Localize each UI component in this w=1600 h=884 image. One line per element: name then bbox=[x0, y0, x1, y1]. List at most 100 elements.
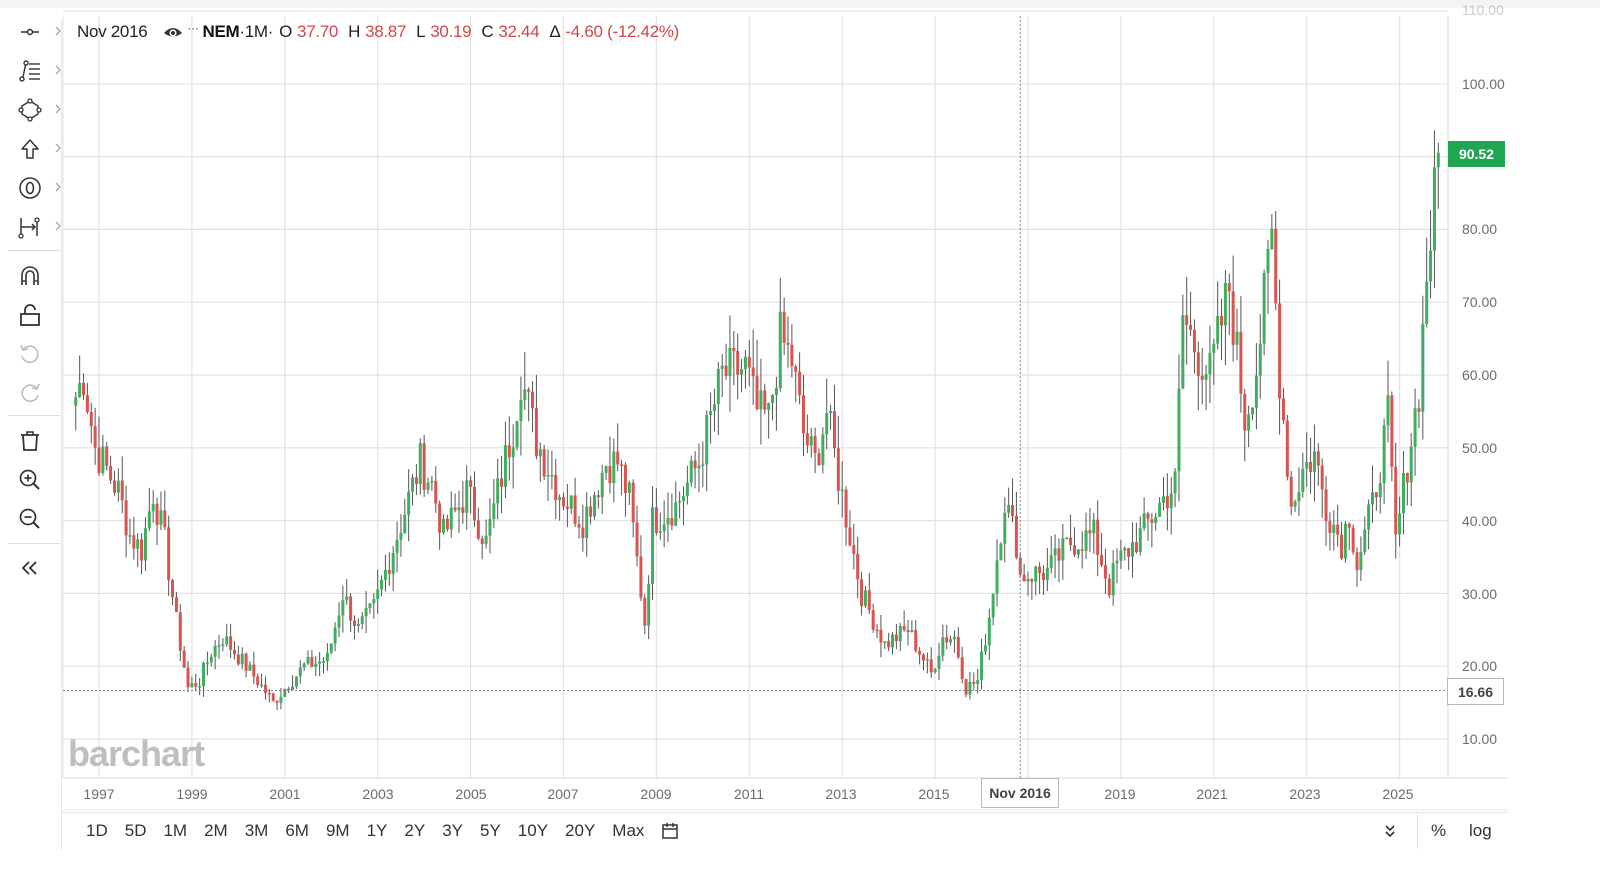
x-tick-label: 2011 bbox=[733, 786, 765, 802]
annotation-tool-button[interactable] bbox=[18, 173, 61, 203]
fib-tool-icon bbox=[19, 60, 40, 82]
period-1y-button[interactable]: 1Y bbox=[366, 821, 388, 840]
period-2y-button[interactable]: 2Y bbox=[404, 821, 426, 840]
y-tick-label: 50.00 bbox=[1462, 440, 1498, 456]
drawing-toolbar bbox=[0, 12, 62, 852]
annotation-circle-icon bbox=[19, 177, 41, 199]
period-3y-button[interactable]: 3Y bbox=[442, 821, 463, 840]
crosshair-date-badge: Nov 2016 bbox=[981, 778, 1059, 808]
x-tick-label: 2013 bbox=[825, 786, 857, 802]
barchart-watermark: barchart bbox=[68, 733, 205, 774]
chevron-right-icon bbox=[55, 221, 61, 231]
period-max-button[interactable]: Max bbox=[612, 821, 645, 840]
toolbar-divider bbox=[8, 415, 60, 416]
log-scale-button[interactable]: log bbox=[1469, 821, 1492, 840]
bottombar-divider bbox=[1417, 813, 1418, 849]
zoom-in-button[interactable] bbox=[18, 465, 50, 495]
arrow-up-icon bbox=[21, 139, 39, 159]
measure-tool-icon bbox=[18, 217, 40, 239]
arrow-tool-button[interactable] bbox=[18, 134, 61, 164]
open-label: O bbox=[279, 22, 293, 41]
chevron-right-icon bbox=[55, 104, 61, 114]
lock-button[interactable] bbox=[18, 300, 50, 330]
x-tick-label: 2009 bbox=[640, 786, 672, 802]
chevron-right-icon bbox=[55, 26, 61, 36]
period-9m-button[interactable]: 9M bbox=[325, 821, 350, 840]
toolbar-divider bbox=[8, 543, 60, 544]
x-tick-label: 2021 bbox=[1196, 786, 1228, 802]
legend-date: Nov 2016 bbox=[77, 22, 148, 41]
double-chevron-left-icon bbox=[21, 561, 37, 575]
period: ·1M· bbox=[239, 22, 274, 41]
y-tick-label: 80.00 bbox=[1462, 221, 1498, 237]
line-tool-button[interactable] bbox=[18, 17, 61, 47]
zoom-in-icon bbox=[19, 469, 40, 490]
x-tick-label: 2023 bbox=[1289, 786, 1321, 802]
close-value: 32.44 bbox=[498, 22, 540, 41]
chart-overlays bbox=[63, 16, 1448, 778]
double-chevron-down-icon[interactable] bbox=[1382, 823, 1398, 839]
last-price-badge: 90.52 bbox=[1448, 141, 1505, 167]
period-5y-button[interactable]: 5Y bbox=[479, 821, 501, 840]
shapes-tool-icon bbox=[18, 98, 42, 122]
percent-scale-button[interactable]: % bbox=[1431, 821, 1447, 840]
low-label: L bbox=[416, 22, 426, 41]
eye-icon[interactable] bbox=[163, 25, 183, 39]
ohlc-legend: Nov 2016 ··· NEM ·1M· O 37.70 H 38.87 L … bbox=[77, 20, 689, 44]
x-tick-label: 2001 bbox=[269, 786, 301, 802]
high-value: 38.87 bbox=[365, 22, 407, 41]
period-5d-button[interactable]: 5D bbox=[124, 821, 147, 840]
x-tick-label: 1997 bbox=[83, 786, 115, 802]
x-tick-label: 2015 bbox=[918, 786, 950, 802]
period-1d-button[interactable]: 1D bbox=[86, 821, 108, 840]
redo-button[interactable] bbox=[18, 378, 50, 408]
y-tick-label: 100.00 bbox=[1462, 76, 1505, 92]
change-value: -4.60 (-12.42%) bbox=[565, 22, 680, 41]
symbol[interactable]: NEM bbox=[202, 22, 240, 41]
delete-drawings-button[interactable] bbox=[18, 426, 50, 456]
chevron-right-icon bbox=[55, 65, 61, 75]
unlock-icon bbox=[20, 304, 40, 326]
period-6m-button[interactable]: 6M bbox=[285, 821, 309, 840]
change-label: Δ bbox=[549, 22, 561, 41]
period-3m-button[interactable]: 3M bbox=[244, 821, 269, 840]
collapse-toolbar-button[interactable] bbox=[18, 553, 50, 583]
period-1m-button[interactable]: 1M bbox=[163, 821, 188, 840]
redo-icon bbox=[21, 383, 40, 402]
calendar-icon[interactable] bbox=[661, 822, 679, 840]
period-10y-button[interactable]: 10Y bbox=[517, 821, 549, 840]
x-tick-label: 1999 bbox=[176, 786, 208, 802]
chevron-right-icon bbox=[55, 143, 61, 153]
shapes-tool-button[interactable] bbox=[18, 95, 61, 125]
measure-tool-button[interactable] bbox=[18, 212, 61, 242]
zoom-out-icon bbox=[19, 508, 40, 529]
more-options-icon[interactable]: ··· bbox=[187, 21, 199, 35]
y-tick-label: 30.00 bbox=[1462, 586, 1498, 602]
trash-icon bbox=[21, 431, 39, 451]
low-value: 30.19 bbox=[430, 22, 472, 41]
close-label: C bbox=[481, 22, 494, 41]
fib-tool-button[interactable] bbox=[18, 56, 61, 86]
magnet-icon bbox=[21, 266, 39, 285]
x-tick-label: 2003 bbox=[362, 786, 394, 802]
undo-button[interactable] bbox=[18, 339, 50, 369]
period-2m-button[interactable]: 2M bbox=[204, 821, 228, 840]
x-tick-label: 2007 bbox=[547, 786, 579, 802]
line-tool-icon bbox=[21, 28, 39, 36]
chevron-right-icon bbox=[55, 182, 61, 192]
x-tick-label: 2019 bbox=[1104, 786, 1136, 802]
y-tick-label: 60.00 bbox=[1462, 367, 1498, 383]
x-tick-label: 2025 bbox=[1382, 786, 1414, 802]
top-shade bbox=[0, 0, 1600, 8]
period-20y-button[interactable]: 20Y bbox=[565, 821, 596, 840]
zoom-out-button[interactable] bbox=[18, 504, 50, 534]
x-tick-label: 2005 bbox=[455, 786, 487, 802]
period-selector: 1D 5D 1M 2M 3M 6M 9M 1Y 2Y 3Y 5Y 10Y 20Y… bbox=[86, 821, 679, 841]
y-tick-label: 110.00 bbox=[1462, 2, 1504, 18]
magnet-button[interactable] bbox=[18, 261, 50, 291]
toolbar-divider bbox=[8, 250, 60, 251]
period-bar: 1D 5D 1M 2M 3M 6M 9M 1Y 2Y 3Y 5Y 10Y 20Y… bbox=[62, 812, 1508, 850]
y-tick-label: 40.00 bbox=[1462, 513, 1498, 529]
